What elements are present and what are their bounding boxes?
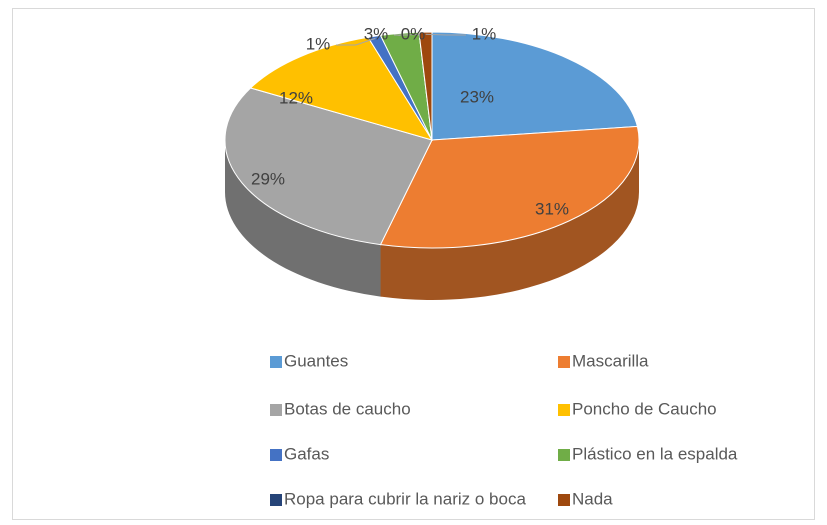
legend-swatch xyxy=(558,356,570,368)
legend-label: Botas de caucho xyxy=(284,399,411,418)
legend-label: Guantes xyxy=(284,351,348,370)
legend-swatch xyxy=(270,494,282,506)
data-label: 3% xyxy=(364,24,389,43)
legend-swatch xyxy=(558,449,570,461)
legend-label: Mascarilla xyxy=(572,351,649,370)
legend-swatch xyxy=(270,404,282,416)
data-label: 0% xyxy=(401,24,426,43)
slice xyxy=(249,36,434,141)
slice-side xyxy=(380,140,639,300)
legend-label: Gafas xyxy=(284,444,329,463)
legend-label: Ropa para cubrir la nariz o boca xyxy=(284,489,526,508)
data-label: 1% xyxy=(306,34,331,53)
legend-label: Poncho de Caucho xyxy=(572,399,717,418)
legend-swatch xyxy=(270,356,282,368)
slice-side xyxy=(225,140,381,297)
leader-line xyxy=(395,33,420,36)
slice xyxy=(224,87,433,246)
legend-label: Nada xyxy=(572,489,613,508)
data-label: 1% xyxy=(472,24,497,43)
data-label: 29% xyxy=(251,169,285,188)
leader-line xyxy=(425,33,466,36)
data-label: 31% xyxy=(535,199,569,218)
leader-line xyxy=(336,37,376,46)
legend-swatch xyxy=(558,404,570,416)
slice xyxy=(418,31,433,141)
legend-swatch xyxy=(558,494,570,506)
legend-label: Plástico en la espalda xyxy=(572,444,738,463)
data-label: 12% xyxy=(279,88,313,107)
data-label: 23% xyxy=(460,87,494,106)
slice xyxy=(379,125,640,249)
slice xyxy=(431,31,638,141)
legend-swatch xyxy=(270,449,282,461)
